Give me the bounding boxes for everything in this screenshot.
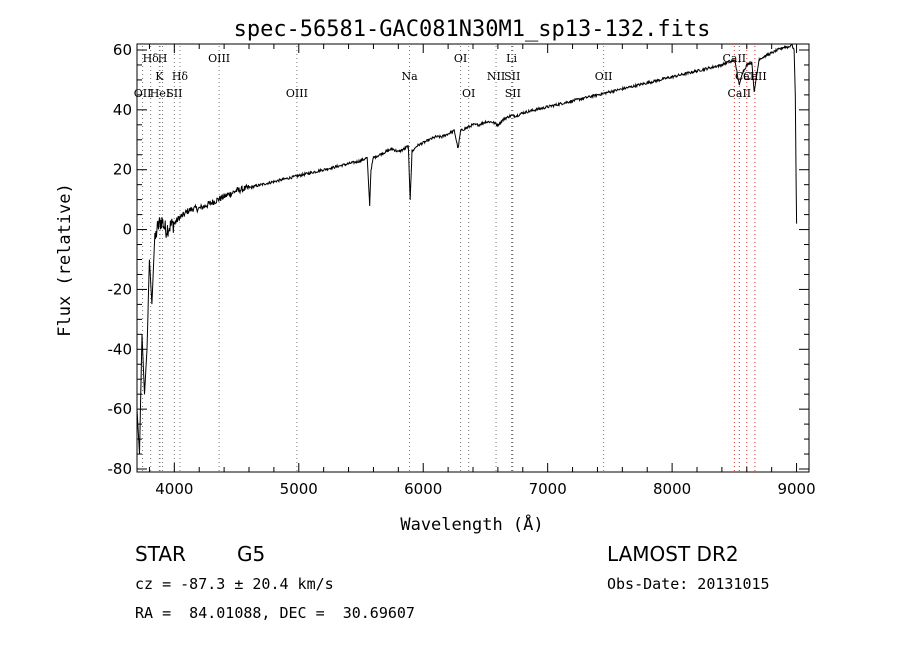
- line-marker-label: Hδ: [172, 70, 189, 83]
- x-tick-label: 7000: [529, 480, 567, 498]
- line-marker-label: SII: [505, 87, 521, 100]
- line-marker-label: SII: [166, 87, 182, 100]
- y-tick-label: -20: [108, 280, 133, 298]
- object-class: STAR: [135, 542, 186, 566]
- line-marker-label: CaII: [727, 87, 751, 100]
- line-marker-label: Hδ: [143, 52, 160, 65]
- y-tick-label: 60: [113, 41, 132, 59]
- x-axis-label: Wavelength (Å): [400, 513, 543, 535]
- coordinates: RA = 84.01088, DEC = 30.69607: [135, 604, 415, 622]
- line-marker-label: Na: [401, 70, 418, 83]
- y-tick-label: 20: [113, 161, 132, 179]
- y-tick-label: -60: [108, 400, 133, 418]
- line-marker-label: OIII: [286, 87, 308, 100]
- line-marker-label: OI: [454, 52, 467, 65]
- line-marker-label: OII: [134, 87, 152, 100]
- line-marker-label: CaII: [743, 70, 767, 83]
- y-axis-label: Flux (relative): [55, 183, 75, 337]
- line-marker-label: SII: [504, 70, 520, 83]
- chart-title: spec-56581-GAC081N30M1_sp13-132.fits: [234, 17, 711, 42]
- y-tick-label: -40: [108, 340, 133, 358]
- line-marker-label: K: [155, 70, 164, 83]
- redshift-velocity: cz = -87.3 ± 20.4 km/s: [135, 575, 334, 593]
- object-subclass: G5: [237, 542, 266, 566]
- spectrum-line: [136, 43, 798, 454]
- survey-name: LAMOST DR2: [607, 542, 739, 566]
- line-marker-label: HeI: [150, 87, 170, 100]
- line-marker-label: OII: [595, 70, 613, 83]
- line-marker-label: OIII: [208, 52, 230, 65]
- line-marker-label: OI: [462, 87, 475, 100]
- axis-ticks: 4000 5000 6000 7000 8000 9000 -80 -60 -40 -20 0 20 4…: [108, 41, 816, 498]
- line-marker-label: H: [158, 52, 168, 65]
- x-tick-label: 5000: [280, 480, 318, 498]
- x-tick-label: 6000: [404, 480, 442, 498]
- y-tick-label: 40: [113, 101, 132, 119]
- observation-date: Obs-Date: 20131015: [607, 575, 770, 593]
- line-marker-label: NII: [487, 70, 505, 83]
- y-tick-label: -80: [108, 460, 133, 478]
- x-tick-label: 9000: [777, 480, 815, 498]
- x-tick-label: 8000: [653, 480, 691, 498]
- y-tick-label: 0: [122, 221, 132, 239]
- plot-frame: [136, 43, 810, 473]
- x-tick-label: 4000: [155, 480, 193, 498]
